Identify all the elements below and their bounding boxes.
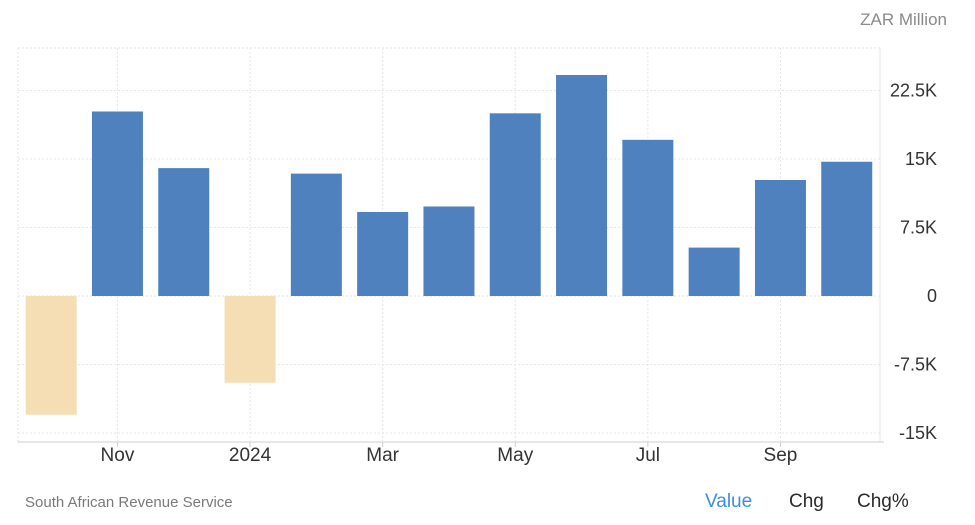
x-axis-ticks: Nov 2024 Mar May Jul Sep: [101, 442, 798, 466]
bar-oct-2024[interactable]: [821, 161, 873, 296]
tab-chg-percent[interactable]: Chg%: [857, 491, 909, 512]
y-tick-label: -7.5K: [894, 355, 937, 375]
x-tick-label: Jul: [636, 445, 660, 466]
y-tick-label: 7.5K: [900, 218, 937, 238]
bars: [25, 74, 873, 415]
x-tick-label: Nov: [101, 445, 135, 466]
bar-jul-2024[interactable]: [622, 139, 674, 296]
x-tick-label: Mar: [366, 445, 399, 466]
bar-chart: 22.5K 15K 7.5K 0 -7.5K -15K Nov 2024 Mar May Jul S…: [17, 47, 937, 466]
y-tick-label: 22.5K: [890, 81, 937, 101]
x-tick-label: Sep: [764, 445, 798, 466]
bar-jun-2024[interactable]: [556, 74, 608, 297]
tab-value[interactable]: Value: [705, 491, 753, 512]
bar-oct-2023[interactable]: [25, 296, 77, 415]
view-tabs: Value Chg Chg%: [0, 491, 975, 517]
source-label: South African Revenue Service: [25, 494, 233, 511]
y-tick-label: 0: [927, 286, 937, 306]
unit-label: ZAR Million: [860, 10, 947, 29]
bar-may-2024[interactable]: [489, 113, 541, 296]
bar-mar-2024[interactable]: [357, 211, 409, 296]
bar-apr-2024[interactable]: [423, 206, 475, 296]
y-tick-label: 15K: [905, 149, 937, 169]
x-tick-label: 2024: [229, 445, 272, 466]
y-axis-ticks: 22.5K 15K 7.5K 0 -7.5K -15K: [890, 81, 937, 444]
y-tick-label: -15K: [899, 423, 937, 443]
bar-aug-2024[interactable]: [688, 247, 740, 296]
bar-jan-2024[interactable]: [224, 296, 276, 383]
bar-sep-2024[interactable]: [754, 180, 806, 296]
bar-nov-2023[interactable]: [91, 111, 143, 296]
bar-feb-2024[interactable]: [290, 173, 342, 296]
bar-dec-2023[interactable]: [158, 168, 210, 296]
x-tick-label: May: [497, 445, 533, 466]
tab-chg[interactable]: Chg: [789, 491, 824, 512]
